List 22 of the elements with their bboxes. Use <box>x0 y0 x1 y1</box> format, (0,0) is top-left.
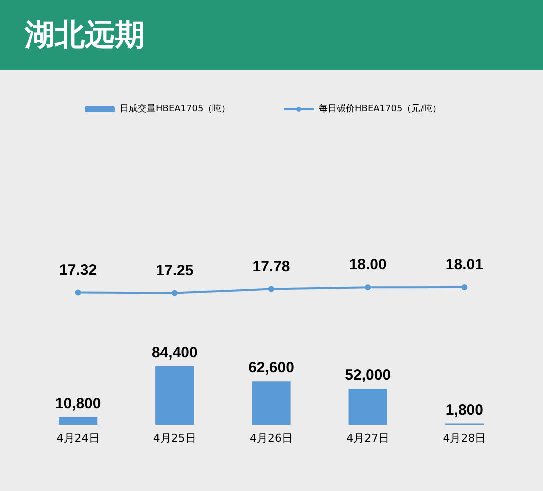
x-tick-label: 4月27日 <box>346 432 390 445</box>
data-label: 84,400 <box>152 344 198 362</box>
bar <box>348 388 388 425</box>
bar <box>58 418 98 425</box>
data-label: 62,600 <box>248 360 294 377</box>
data-label: 18.01 <box>446 256 484 274</box>
data-label: 17.25 <box>156 262 194 280</box>
data-label: 18.00 <box>349 256 387 274</box>
data-label: 17.78 <box>252 258 290 276</box>
x-tick-label: 4月24日 <box>56 432 100 445</box>
data-label: 52,000 <box>345 366 392 384</box>
legend-label: 日成交量HBEA1705（吨） <box>120 104 231 114</box>
x-tick-label: 4月26日 <box>250 432 293 445</box>
bar <box>156 366 194 425</box>
data-label: 1,800 <box>446 402 484 419</box>
legend-label: 每日碳价HBEA1705（元/吨） <box>319 104 442 114</box>
chart-title: 湖北远期 <box>25 16 145 54</box>
bar <box>252 382 291 425</box>
data-label: 17.32 <box>60 262 98 279</box>
data-label: 10,800 <box>55 396 102 413</box>
x-tick-label: 4月25日 <box>153 432 196 445</box>
x-tick-label: 4月28日 <box>443 432 486 445</box>
